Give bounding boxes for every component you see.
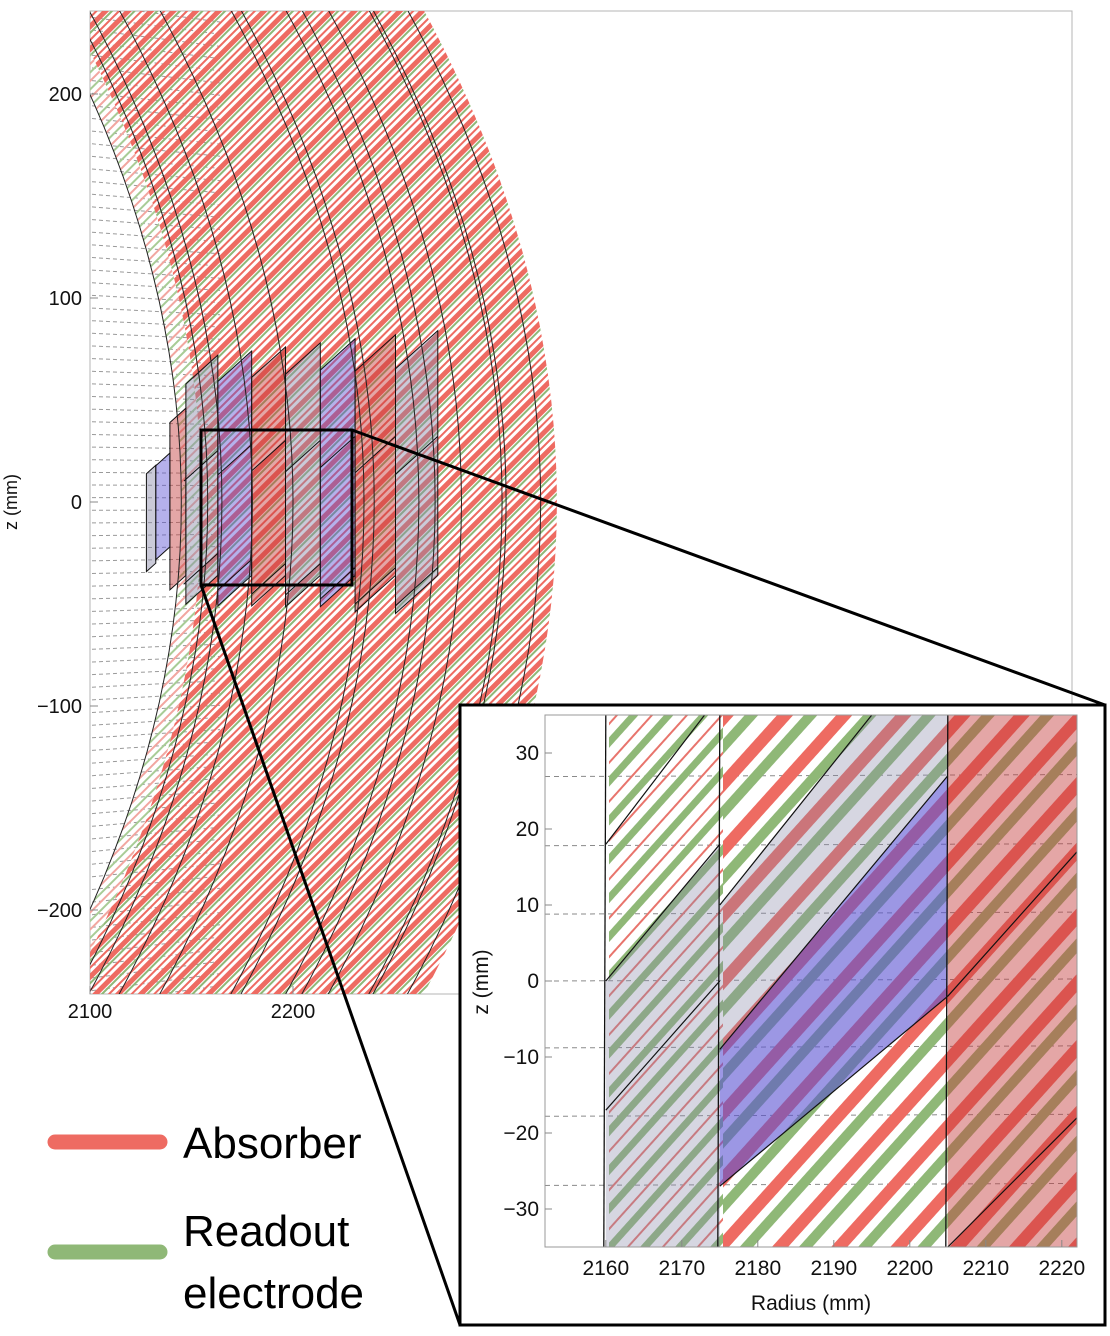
readout-cell bbox=[319, 337, 356, 608]
layer-boundary-arc bbox=[301, 11, 436, 994]
inset-y-tick-label: −20 bbox=[503, 1122, 539, 1145]
leader-line-bottom bbox=[199, 584, 462, 1326]
readout-cells bbox=[145, 329, 439, 615]
y-tick-label: 200 bbox=[49, 84, 82, 106]
layer-boundary-arc bbox=[90, 11, 223, 993]
layer-boundary-arc bbox=[90, 93, 182, 911]
x-tick-label: 2100 bbox=[68, 1001, 113, 1023]
layer-boundary-arc bbox=[327, 11, 463, 994]
leader-line-top bbox=[351, 428, 1106, 707]
layer-boundary-arc bbox=[118, 11, 253, 994]
cell-diagonal bbox=[319, 567, 356, 600]
zoom-box bbox=[199, 428, 354, 587]
inset-y-tick-label: 30 bbox=[516, 742, 539, 765]
inset-cell-diagonal bbox=[605, 980, 721, 1111]
y-tick-label: 0 bbox=[71, 492, 82, 514]
inset-layer-boundaries bbox=[603, 715, 949, 1247]
inset-cell-red bbox=[947, 715, 1077, 1247]
readout-cell bbox=[395, 329, 439, 615]
front-layer bbox=[90, 51, 202, 953]
inset-cell-upper bbox=[719, 715, 948, 1050]
calorimeter-body bbox=[90, 11, 557, 994]
readout-cell bbox=[217, 349, 253, 608]
inset-cell-diagonal bbox=[947, 851, 1077, 997]
layer-boundary-arc bbox=[90, 38, 209, 966]
readout-cell bbox=[251, 345, 287, 608]
cell-diagonal bbox=[217, 444, 253, 476]
x-tick-label: 2200 bbox=[271, 1001, 316, 1023]
inset-y-tick-label: 0 bbox=[527, 970, 539, 993]
readout-cell bbox=[155, 451, 171, 561]
layer-boundaries bbox=[90, 11, 542, 994]
inset-x-tick-label: 2170 bbox=[658, 1257, 705, 1280]
inset-x-tick-label: 2190 bbox=[810, 1257, 857, 1280]
layer-boundary-arc bbox=[285, 11, 420, 994]
cell-diagonal bbox=[251, 563, 286, 595]
inset-front-layer bbox=[609, 715, 723, 1247]
main-y-axis-label: z (mm) bbox=[1, 474, 21, 530]
cell-diagonal bbox=[285, 440, 321, 473]
cell-diagonal bbox=[285, 563, 321, 596]
layer-boundary-arc bbox=[230, 11, 365, 994]
inset-x-tick-label: 2180 bbox=[734, 1257, 781, 1280]
y-tick-label: −100 bbox=[37, 696, 82, 718]
inset-y-tick-label: −30 bbox=[503, 1198, 539, 1221]
legend-label-absorber: Absorber bbox=[183, 1119, 362, 1168]
inset-readout-cells bbox=[605, 715, 1077, 1247]
cell-diagonal bbox=[354, 567, 396, 605]
inset-x-tick-label: 2200 bbox=[886, 1257, 933, 1280]
inset-y-axis-ticks: 30 20 10 0 −10 −20 −30 bbox=[503, 742, 552, 1221]
inset-y-tick-label: 10 bbox=[516, 894, 539, 917]
inset-y-axis-label: z (mm) bbox=[470, 949, 493, 1014]
inset-x-tick-label: 2220 bbox=[1038, 1257, 1085, 1280]
inset-y-tick-label: −10 bbox=[503, 1046, 539, 1069]
inset-cell-diagonal bbox=[719, 995, 949, 1187]
inset-cell-diagonal bbox=[719, 715, 873, 906]
inset-cell-diagonal bbox=[605, 715, 706, 845]
cell-diagonal bbox=[319, 435, 356, 468]
inset-cell-diagonal bbox=[605, 843, 721, 982]
legend-label-electrode-line2: electrode bbox=[183, 1269, 364, 1318]
inset-x-axis-label: Radius (mm) bbox=[751, 1292, 871, 1315]
inset-cell-diagonal bbox=[719, 775, 949, 1050]
inset-y-tick-label: 20 bbox=[516, 818, 539, 841]
cell-diagonal bbox=[395, 435, 439, 475]
inset-layer-boundary bbox=[603, 715, 607, 1247]
y-tick-label: 100 bbox=[49, 288, 82, 310]
readout-cell bbox=[145, 464, 157, 573]
inset-cell-blue bbox=[719, 775, 948, 1187]
cell-diagonal bbox=[395, 567, 439, 607]
readout-cell bbox=[169, 407, 187, 591]
x-axis-ticks: 2100 2200 bbox=[68, 986, 316, 1023]
legend-label-electrode-line1: Readout bbox=[183, 1207, 349, 1256]
y-axis-ticks: 200 100 0 −100 −200 bbox=[37, 84, 98, 922]
legend: Absorber Readout electrode bbox=[47, 1119, 364, 1318]
layer-boundary-arc bbox=[372, 11, 507, 994]
zoom-indicator bbox=[199, 428, 1106, 1326]
inset-x-axis-ticks: 2160 2170 2180 2190 2200 2210 2220 bbox=[582, 1240, 1085, 1280]
layer-boundary-arc bbox=[368, 11, 503, 994]
inset-layer-boundary bbox=[945, 715, 949, 1247]
layer-boundary-arc bbox=[240, 11, 375, 994]
inset-x-tick-label: 2210 bbox=[962, 1257, 1009, 1280]
inset-layer-boundary bbox=[717, 715, 721, 1247]
y-tick-label: −200 bbox=[37, 900, 82, 922]
inset-x-tick-label: 2160 bbox=[582, 1257, 629, 1280]
layer-boundary-arc bbox=[159, 11, 294, 994]
inset-plot: 30 20 10 0 −10 −20 −30 2160 2170 2180 2190 2200 221… bbox=[458, 703, 1107, 1327]
inset-cell-diagonal bbox=[947, 1117, 1077, 1247]
cell-diagonal bbox=[251, 440, 286, 472]
